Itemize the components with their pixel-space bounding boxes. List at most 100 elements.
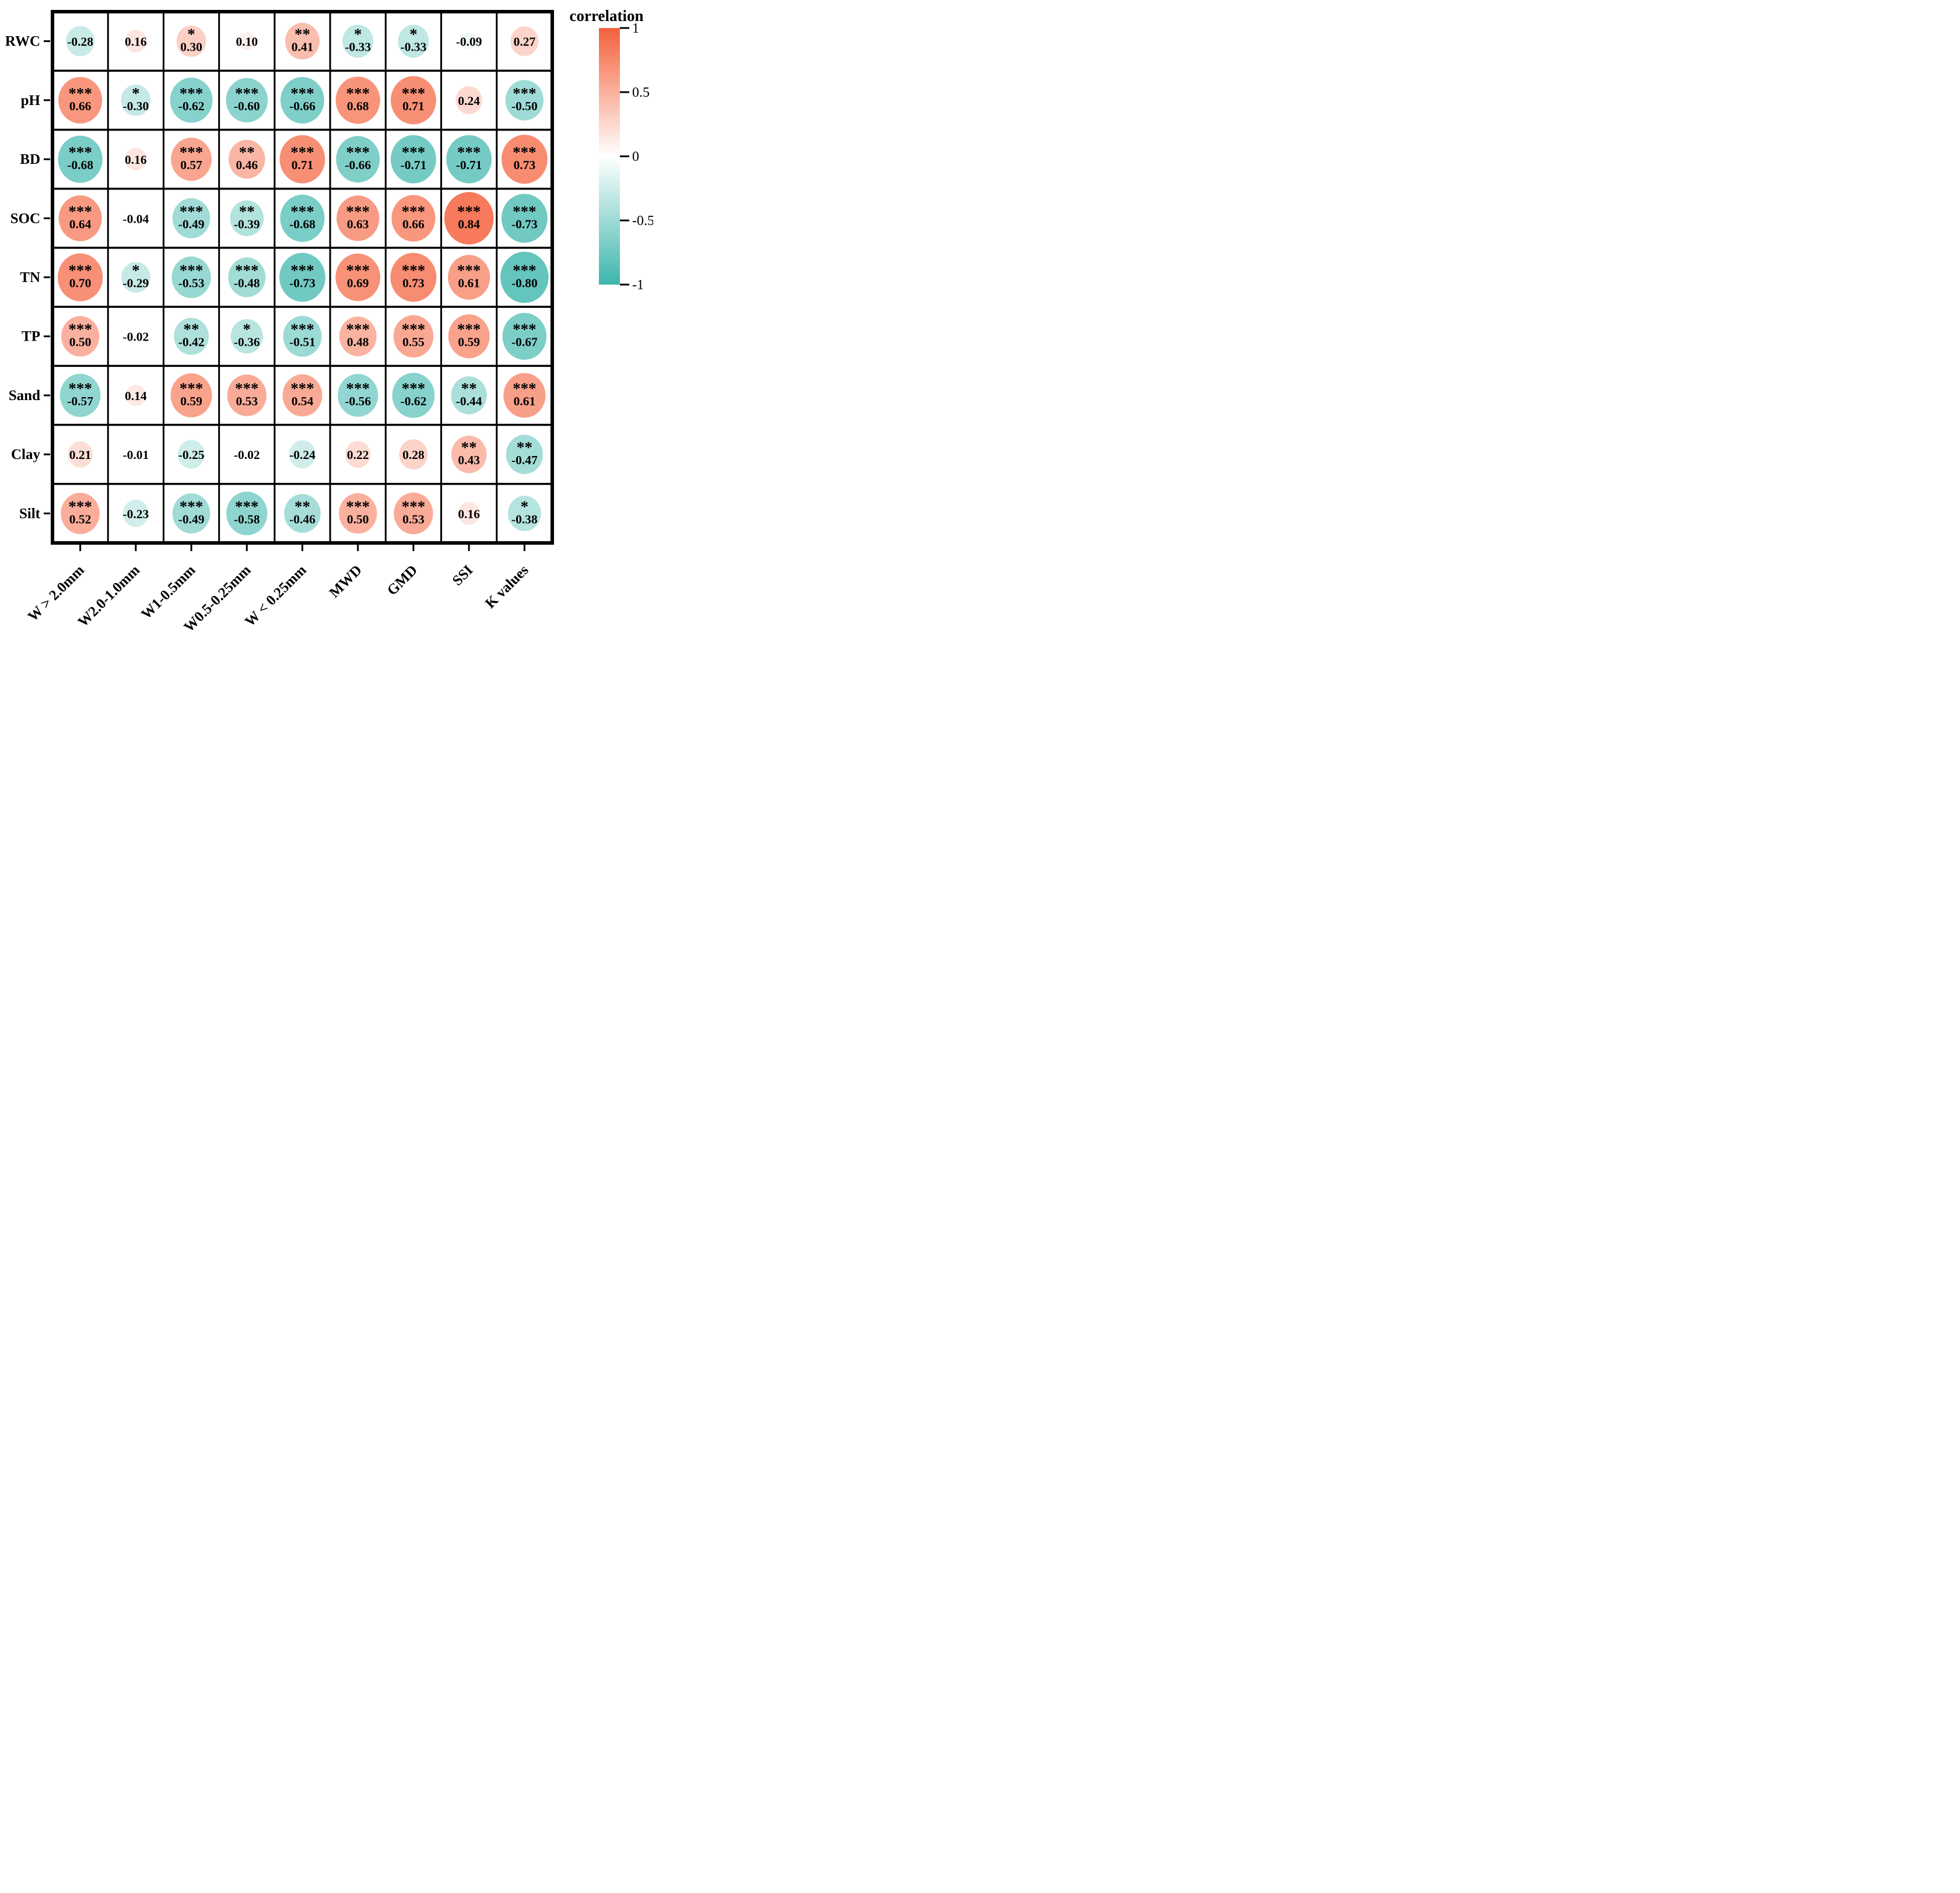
- significance-stars: ***: [68, 380, 92, 397]
- correlation-value: -0.49: [178, 217, 205, 231]
- correlation-dot: [448, 255, 490, 300]
- significance-stars: ***: [290, 143, 314, 161]
- correlation-value: 0.46: [236, 158, 258, 172]
- matrix-cell: ***-0.68: [52, 129, 108, 189]
- significance-stars: ***: [346, 85, 370, 102]
- correlation-dot: [228, 257, 266, 297]
- correlation-dot: [505, 80, 544, 121]
- column-label: MWD: [327, 562, 365, 601]
- correlation-value: -0.66: [345, 158, 371, 172]
- significance-stars: ***: [68, 497, 92, 515]
- correlation-dot: [391, 195, 436, 242]
- correlation-dot: [280, 76, 325, 124]
- correlation-value: 0.53: [402, 512, 425, 526]
- matrix-cell: ***-0.56: [330, 366, 386, 425]
- correlation-value: 0.57: [180, 158, 202, 172]
- matrix-cell: -0.02: [219, 425, 275, 484]
- correlation-value: 0.16: [458, 507, 480, 521]
- matrix-cell: ***0.63: [330, 188, 386, 248]
- matrix-cells: -0.28 0.16 *0.30 0.10 **0.41*-0.33*-0.33 -0.0…: [52, 12, 552, 543]
- correlation-dot: [177, 440, 205, 469]
- correlation-dot: [125, 29, 147, 53]
- correlation-dot: [391, 76, 436, 125]
- correlation-dot: [506, 434, 544, 474]
- matrix-cell: ***0.48: [330, 307, 386, 366]
- correlation-value: -0.02: [234, 448, 260, 462]
- correlation-value: 0.43: [458, 453, 480, 467]
- correlation-value: 0.71: [292, 158, 314, 172]
- significance-stars: ***: [346, 321, 370, 338]
- matrix-cell: **-0.46: [274, 483, 331, 543]
- matrix-cell: **0.46: [219, 129, 275, 189]
- matrix-cell: ***0.73: [496, 129, 552, 189]
- significance-stars: ***: [235, 380, 259, 397]
- significance-stars: ***: [235, 262, 259, 279]
- correlation-dot: [501, 135, 548, 184]
- significance-stars: **: [239, 202, 255, 220]
- matrix-cell: ***0.66: [52, 71, 108, 130]
- matrix-cell: ***-0.60: [219, 71, 275, 130]
- correlation-dot: [335, 76, 380, 124]
- correlation-dot: [339, 316, 377, 356]
- matrix-cell: ***-0.50: [496, 71, 552, 130]
- correlation-dot: [133, 451, 139, 458]
- significance-stars: **: [461, 380, 477, 397]
- legend-tick-label: 1: [632, 21, 639, 36]
- matrix-cell: ***-0.80: [496, 247, 552, 307]
- correlation-dot: [336, 195, 380, 241]
- correlation-value: -0.38: [511, 512, 538, 526]
- color-legend: correlation 1 0.5 0 -0.5 -1: [570, 7, 653, 293]
- column-axis-labels: W > 2.0mmW2.0-1.0mmW1-0.5mmW0.5-0.25mmW …: [25, 545, 532, 631]
- correlation-value: 0.84: [458, 217, 480, 231]
- correlation-dot: [390, 253, 437, 302]
- matrix-cell: ***-0.62: [385, 366, 441, 425]
- significance-stars: ***: [290, 262, 314, 279]
- matrix-cell: ***0.59: [441, 307, 497, 366]
- correlation-dot: [57, 253, 103, 302]
- correlation-value: -0.51: [289, 335, 315, 349]
- correlation-dot: [171, 256, 211, 299]
- matrix-cell: *-0.38: [496, 483, 552, 543]
- correlation-value: 0.24: [458, 94, 480, 108]
- matrix-cell: *-0.33: [385, 12, 441, 71]
- significance-stars: **: [294, 497, 310, 515]
- correlation-value: 0.52: [69, 512, 92, 526]
- significance-stars: ***: [457, 262, 481, 279]
- matrix-cell: 0.27: [496, 12, 552, 71]
- matrix-cell: ***0.71: [385, 71, 441, 130]
- significance-stars: ***: [513, 262, 537, 279]
- matrix-cell: ***0.50: [52, 307, 108, 366]
- correlation-dot: [289, 440, 316, 469]
- correlation-value: -0.48: [234, 276, 260, 290]
- legend-tick-label: -1: [632, 278, 644, 293]
- figure-page: -0.28 0.16 * 0.30 0.10 ** 0.41 * -0.33 * -0.33 -0.0…: [0, 0, 653, 631]
- correlation-dot: [230, 200, 264, 236]
- correlation-dot: [335, 253, 381, 302]
- correlation-dot: [461, 32, 478, 50]
- grid-lines: [51, 10, 554, 545]
- correlation-value: 0.22: [347, 448, 369, 462]
- matrix-cell: -0.24: [274, 425, 331, 484]
- significance-stars: ***: [402, 143, 426, 161]
- legend-tick-labels: 1 0.5 0 -0.5 -1: [620, 21, 653, 293]
- correlation-value: -0.28: [67, 35, 93, 49]
- correlation-value: -0.02: [122, 330, 149, 344]
- matrix-cell: **-0.42: [163, 307, 219, 366]
- correlation-dot: [345, 441, 371, 468]
- matrix-cell: -0.04: [108, 188, 164, 248]
- correlation-dot: [507, 496, 541, 531]
- correlation-value: -0.68: [67, 158, 93, 172]
- significance-stars: ***: [68, 85, 92, 102]
- significance-stars: ***: [68, 321, 92, 338]
- correlation-dot: [58, 76, 103, 124]
- significance-stars: ***: [402, 262, 426, 279]
- matrix-cell: ***-0.51: [274, 307, 331, 366]
- matrix-cell: ***-0.73: [496, 188, 552, 248]
- correlation-dot: [66, 26, 95, 57]
- correlation-value: -0.80: [511, 276, 538, 290]
- significance-stars: ***: [513, 380, 537, 397]
- matrix-cell: ***-0.73: [274, 247, 331, 307]
- matrix-cell: ***0.61: [441, 247, 497, 307]
- row-label: pH: [21, 93, 41, 108]
- matrix-cell: 0.24: [441, 71, 497, 130]
